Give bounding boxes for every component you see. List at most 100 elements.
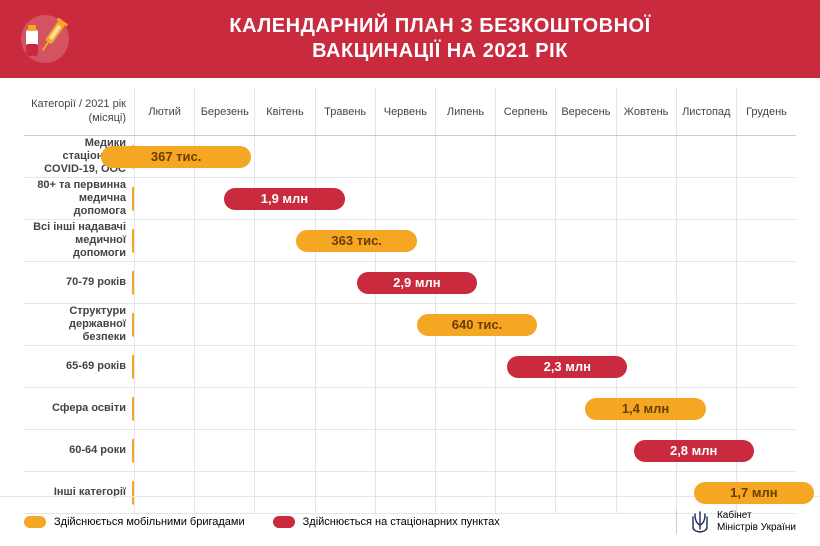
grid-cell — [194, 430, 254, 471]
grid-cell — [495, 220, 555, 261]
source-line-2: Міністрів України — [717, 522, 796, 534]
grid-cell — [616, 178, 676, 219]
grid-cell — [435, 346, 495, 387]
row-cells: 1,4 млн — [134, 388, 796, 429]
grid-cell — [435, 178, 495, 219]
row-label: Сфера освіти — [24, 388, 134, 429]
grid-cell — [254, 346, 314, 387]
row-cells: 640 тис. — [134, 304, 796, 345]
footer: Здійснюється мобільними бригадами Здійсн… — [0, 496, 820, 546]
trident-icon — [691, 511, 709, 533]
grid-cell — [435, 220, 495, 261]
grid-cell — [315, 388, 375, 429]
grid-cell — [555, 136, 615, 177]
month-cell: Лютий — [134, 88, 194, 135]
grid-cell — [495, 136, 555, 177]
row-cells: 2,8 млн — [134, 430, 796, 471]
gantt-row: Всі інші надавачі медичної допомоги 363 т… — [24, 220, 796, 262]
title-line-2: ВАКЦИНАЦІЇ НА 2021 РІК — [90, 39, 790, 64]
title-line-1: КАЛЕНДАРНИЙ ПЛАН З БЕЗКОШТОВНОЇ — [90, 14, 790, 39]
legend-item-stationary: Здійснюється на стаціонарних пунктах — [273, 516, 500, 528]
grid-cell — [134, 346, 194, 387]
row-cells: 363 тис. — [134, 220, 796, 261]
grid-cell — [736, 220, 796, 261]
gantt-bar: 2,3 млн — [507, 356, 627, 378]
grid-cell — [676, 262, 736, 303]
row-label: Всі інші надавачі медичної допомоги — [24, 220, 134, 261]
source-line-1: Кабінет — [717, 510, 796, 522]
grid-cell — [555, 178, 615, 219]
gantt-row: Медики стаціонарів COVID-19, ООС367 тис. — [24, 136, 796, 178]
grid-cell — [555, 262, 615, 303]
grid-cell — [555, 430, 615, 471]
grid-cell — [495, 388, 555, 429]
page-title: КАЛЕНДАРНИЙ ПЛАН З БЕЗКОШТОВНОЇ ВАКЦИНАЦ… — [90, 14, 820, 64]
grid-cell — [194, 220, 254, 261]
month-cell: Червень — [375, 88, 435, 135]
source-credit: Кабінет Міністрів України — [676, 510, 796, 534]
row-cells: 1,9 млн — [134, 178, 796, 219]
grid-cell — [134, 178, 194, 219]
legend: Здійснюється мобільними бригадами Здійсн… — [24, 516, 676, 528]
grid-cell — [495, 178, 555, 219]
grid-cell — [435, 430, 495, 471]
grid-cell — [315, 136, 375, 177]
row-label: 70-79 років — [24, 262, 134, 303]
row-header-label: Категорії / 2021 рік (місяці) — [24, 88, 134, 135]
grid-cell — [375, 178, 435, 219]
gantt-bar: 1,9 млн — [224, 188, 344, 210]
grid-cell — [736, 346, 796, 387]
grid-cell — [435, 388, 495, 429]
month-cell: Травень — [315, 88, 375, 135]
grid-cell — [676, 220, 736, 261]
grid-cell — [134, 430, 194, 471]
gantt-bar: 640 тис. — [417, 314, 537, 336]
grid-cell — [676, 346, 736, 387]
legend-label-mobile: Здійснюється мобільними бригадами — [54, 516, 245, 528]
gantt-row: 80+ та первинна медична допомога 1,9 млн — [24, 178, 796, 220]
infographic-root: КАЛЕНДАРНИЙ ПЛАН З БЕЗКОШТОВНОЇ ВАКЦИНАЦ… — [0, 0, 820, 546]
month-cell: Грудень — [736, 88, 796, 135]
grid-cell — [315, 304, 375, 345]
gantt-bar: 1,4 млн — [585, 398, 705, 420]
gantt-bar: 367 тис. — [101, 146, 251, 168]
month-cell: Серпень — [495, 88, 555, 135]
grid-cell — [736, 304, 796, 345]
grid-cell — [194, 388, 254, 429]
month-cell: Квітень — [254, 88, 314, 135]
grid-cell — [616, 262, 676, 303]
grid-cell — [194, 304, 254, 345]
grid-cell — [375, 430, 435, 471]
grid-cell — [555, 304, 615, 345]
gantt-bar: 1,7 млн — [694, 482, 814, 504]
row-cells: 2,9 млн — [134, 262, 796, 303]
source-lines: Кабінет Міністрів України — [717, 510, 796, 534]
grid-cell — [736, 178, 796, 219]
grid-cell — [254, 388, 314, 429]
header: КАЛЕНДАРНИЙ ПЛАН З БЕЗКОШТОВНОЇ ВАКЦИНАЦ… — [0, 0, 820, 78]
month-cell: Листопад — [676, 88, 736, 135]
grid-cell — [616, 304, 676, 345]
row-cells: 2,3 млн — [134, 346, 796, 387]
grid-cell — [736, 136, 796, 177]
month-cell: Жовтень — [616, 88, 676, 135]
row-label: 60-64 роки — [24, 430, 134, 471]
grid-cell — [254, 304, 314, 345]
grid-cell — [736, 388, 796, 429]
grid-cell — [194, 262, 254, 303]
gantt-row: Сфера освіти 1,4 млн — [24, 388, 796, 430]
gantt-row: 65-69 років2,3 млн — [24, 346, 796, 388]
gantt-row: 70-79 років2,9 млн — [24, 262, 796, 304]
gantt-bar: 2,8 млн — [634, 440, 754, 462]
grid-cell — [194, 346, 254, 387]
grid-cell — [315, 430, 375, 471]
grid-cell — [134, 262, 194, 303]
row-label: Структури державної безпеки — [24, 304, 134, 345]
month-cell: Липень — [435, 88, 495, 135]
grid-cell — [375, 388, 435, 429]
grid-cell — [495, 262, 555, 303]
month-cell: Вересень — [555, 88, 615, 135]
row-label: 80+ та первинна медична допомога — [24, 178, 134, 219]
gantt-bar: 363 тис. — [296, 230, 416, 252]
gantt-chart: Категорії / 2021 рік (місяці)ЛютийБерезе… — [0, 78, 820, 514]
